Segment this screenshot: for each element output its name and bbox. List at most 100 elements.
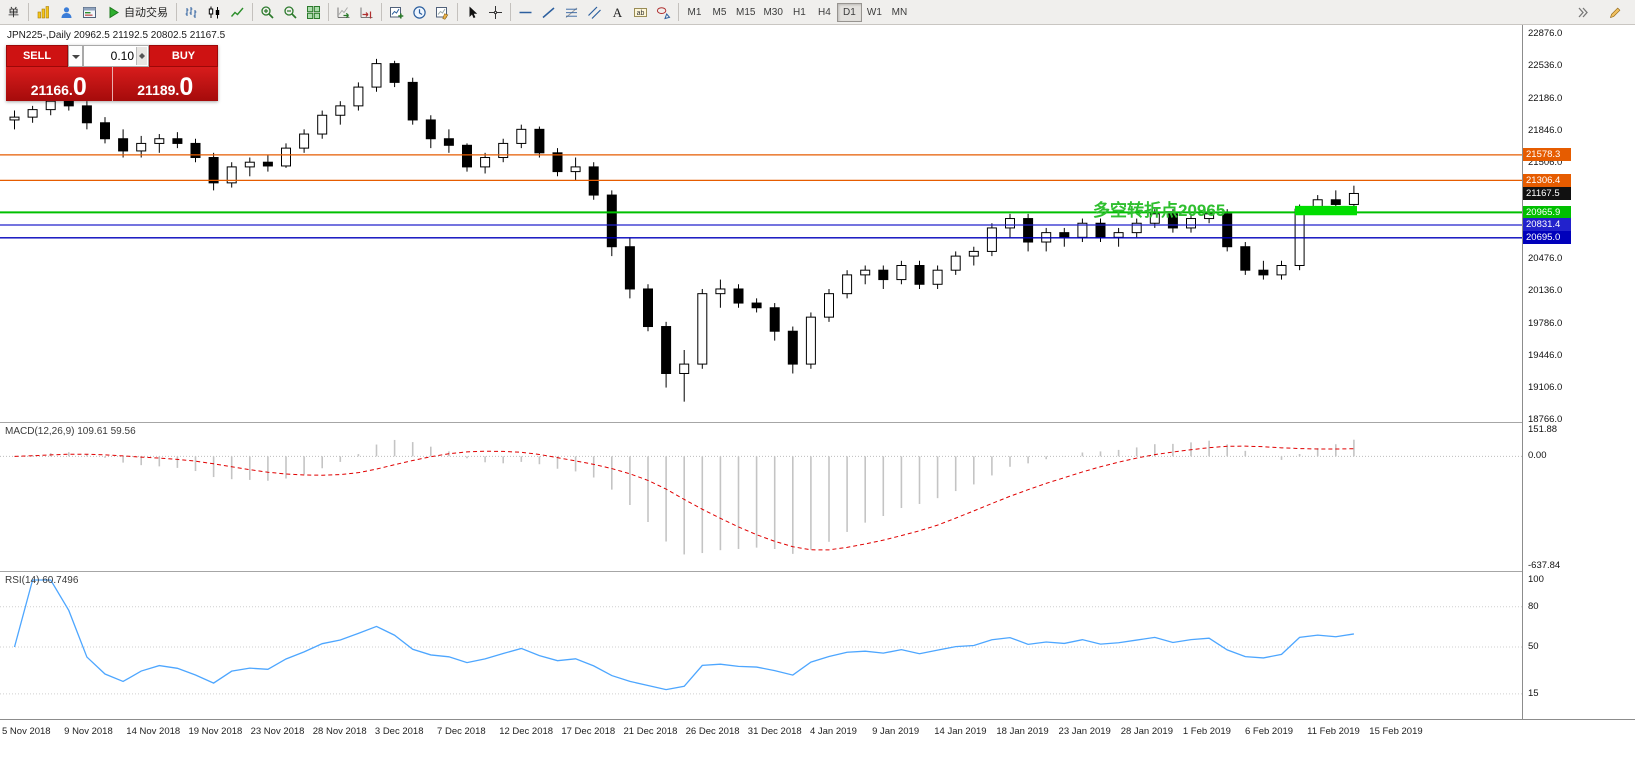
candle-chart-icon[interactable] (203, 2, 226, 23)
date-axis-label: 5 Nov 2018 (2, 726, 51, 737)
hline-icon[interactable] (514, 2, 537, 23)
zoom-in-icon[interactable] (256, 2, 279, 23)
edit-pencil-icon[interactable] (1604, 2, 1627, 23)
price-chart-canvas[interactable] (0, 25, 1522, 421)
date-axis-label: 28 Nov 2018 (312, 726, 367, 737)
level-price-tag: 21578.3 (1523, 148, 1571, 162)
price-axis-label: 19446.0 (1528, 350, 1563, 362)
buy-price-main: 21189. (137, 82, 180, 98)
toolbar-separator (328, 3, 329, 21)
price-axis-label: 22186.0 (1528, 92, 1563, 104)
date-axis-label: 19 Nov 2018 (188, 726, 243, 737)
fibonacci-icon[interactable] (560, 2, 583, 23)
navigator-icon[interactable] (55, 2, 78, 23)
terminal-icon[interactable] (78, 2, 101, 23)
new-chart-icon[interactable] (385, 2, 408, 23)
trade-panel-prices: 21166. 0 21189. 0 (6, 67, 218, 101)
buy-price-big-digit: 0 (179, 73, 194, 101)
macd-canvas[interactable] (0, 423, 1522, 571)
trade-panel-divider (111, 67, 113, 101)
timeframe-m30-button[interactable]: M30 (759, 3, 786, 22)
rsi-label: RSI(14) 60.7496 (5, 575, 79, 586)
rsi-axis-label: 15 (1528, 687, 1539, 699)
price-axis-label: 21506.0 (1528, 156, 1563, 168)
tile-windows-icon[interactable] (302, 2, 325, 23)
toolbar-separator (28, 3, 29, 21)
volume-dropdown-arrow[interactable] (68, 45, 83, 67)
toolbar-separator (510, 3, 511, 21)
buy-price[interactable]: 21189. 0 (113, 67, 219, 101)
timeframe-m1-button[interactable]: M1 (682, 3, 707, 22)
timeframe-m15-button[interactable]: M15 (732, 3, 759, 22)
trendline-icon[interactable] (537, 2, 560, 23)
price-axis-label: 22536.0 (1528, 59, 1563, 71)
text-icon[interactable]: A (606, 2, 629, 23)
date-axis-label: 6 Feb 2019 (1245, 726, 1294, 737)
timeframe-mn-button[interactable]: MN (887, 3, 912, 22)
timeframe-w1-button[interactable]: W1 (862, 3, 887, 22)
auto-scroll-icon[interactable] (332, 2, 355, 23)
price-axis-label: 20476.0 (1528, 253, 1563, 265)
zoom-out-icon[interactable] (279, 2, 302, 23)
period-icon[interactable] (408, 2, 431, 23)
price-axis-label: 20136.0 (1528, 285, 1563, 297)
chart-shift-icon[interactable] (355, 2, 378, 23)
date-axis-label: 1 Feb 2019 (1182, 726, 1231, 737)
volume-input[interactable]: 0.10 (83, 45, 149, 67)
autotrading-button[interactable]: 自动交易 (101, 2, 173, 23)
cursor-icon[interactable] (461, 2, 484, 23)
sell-price[interactable]: 21166. 0 (6, 67, 112, 101)
line-chart-icon[interactable] (226, 2, 249, 23)
level-price-tag: 21306.4 (1523, 173, 1571, 187)
date-axis-label: 9 Nov 2018 (64, 726, 113, 737)
market-watch-icon[interactable] (32, 2, 55, 23)
bar-chart-icon[interactable] (180, 2, 203, 23)
chart-annotation-text[interactable]: 多空转折点20965 (1093, 201, 1226, 220)
buy-button[interactable]: BUY (149, 45, 218, 67)
timeframe-h1-button[interactable]: H1 (787, 3, 812, 22)
macd-axis-label: -637.84 (1528, 559, 1561, 571)
toolbar-separator (252, 3, 253, 21)
sell-price-main: 21166. (30, 82, 73, 98)
date-axis-label: 28 Jan 2019 (1120, 726, 1173, 737)
level-price-tag: 20695.0 (1523, 231, 1571, 245)
macd-axis-label: 0.00 (1528, 450, 1547, 462)
price-axis-label: 21846.0 (1528, 124, 1563, 136)
sell-price-big-digit: 0 (72, 73, 87, 101)
date-axis-label: 18 Jan 2019 (996, 726, 1049, 737)
date-axis-label: 14 Nov 2018 (126, 726, 181, 737)
toolbar-separator (381, 3, 382, 21)
timeframe-m5-button[interactable]: M5 (707, 3, 732, 22)
new-order-button[interactable]: 单 (2, 2, 25, 23)
date-axis-label: 23 Jan 2019 (1058, 726, 1111, 737)
price-axis-label: 19106.0 (1528, 382, 1563, 393)
text-label-icon[interactable]: ab (629, 2, 652, 23)
date-axis-label: 9 Jan 2019 (872, 726, 920, 737)
volume-spinner[interactable] (136, 47, 147, 65)
date-axis-label: 17 Dec 2018 (561, 726, 616, 737)
toolbar-separator (457, 3, 458, 21)
volume-value: 0.10 (110, 49, 134, 63)
timeframe-h4-button[interactable]: H4 (812, 3, 837, 22)
channel-icon[interactable] (583, 2, 606, 23)
toolbar-overflow-icon[interactable] (1571, 2, 1594, 23)
rsi-canvas[interactable] (0, 572, 1522, 719)
date-axis-label: 3 Dec 2018 (374, 726, 424, 737)
svg-text:A: A (613, 5, 623, 20)
crosshair-icon[interactable] (484, 2, 507, 23)
toolbar-separator (678, 3, 679, 21)
date-axis-label: 15 Feb 2019 (1369, 726, 1423, 737)
rsi-axis-label: 100 (1528, 574, 1544, 585)
trade-panel-controls: SELL 0.10 BUY (6, 45, 218, 67)
chart-properties-icon[interactable] (431, 2, 454, 23)
toolbar-separator (176, 3, 177, 21)
shapes-icon[interactable] (652, 2, 675, 23)
date-axis-label: 4 Jan 2019 (809, 726, 857, 737)
timeframe-d1-button[interactable]: D1 (836, 2, 862, 22)
date-axis-label: 7 Dec 2018 (437, 726, 486, 737)
level-price-tag: 20831.4 (1523, 218, 1571, 232)
sell-button[interactable]: SELL (6, 45, 68, 67)
chart-symbol-label: JPN225-,Daily 20962.5 21192.5 20802.5 21… (7, 30, 226, 41)
price-axis-label: 22876.0 (1528, 28, 1563, 39)
